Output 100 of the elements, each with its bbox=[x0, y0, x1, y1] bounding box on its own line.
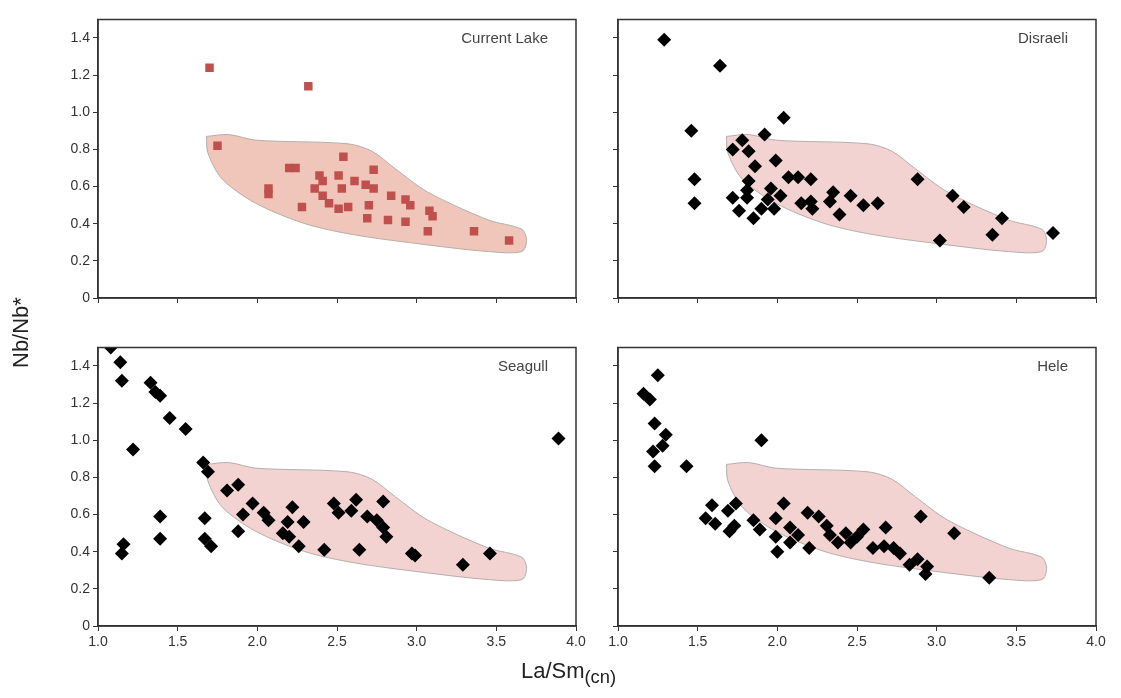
point bbox=[913, 509, 928, 524]
point bbox=[282, 529, 297, 544]
point bbox=[657, 32, 672, 47]
point bbox=[843, 188, 858, 203]
point bbox=[752, 522, 767, 537]
point bbox=[768, 529, 783, 544]
point bbox=[337, 184, 347, 193]
point bbox=[113, 355, 128, 370]
point bbox=[114, 546, 129, 561]
point bbox=[334, 171, 343, 180]
point bbox=[811, 509, 826, 524]
point bbox=[318, 191, 327, 201]
point bbox=[728, 496, 743, 511]
x-axis-title: La/Sm$_{(cn)}$ bbox=[519, 658, 618, 689]
point bbox=[162, 410, 177, 425]
point bbox=[360, 509, 375, 524]
point bbox=[482, 546, 497, 561]
point bbox=[369, 513, 384, 528]
text: Disraeli bbox=[1017, 29, 1068, 47]
point bbox=[235, 507, 250, 522]
text: Hele bbox=[1037, 357, 1068, 375]
point bbox=[204, 539, 219, 554]
point bbox=[196, 455, 211, 470]
x-tick-label: 2.0 bbox=[247, 633, 268, 650]
point bbox=[650, 368, 665, 383]
point bbox=[783, 535, 798, 550]
point bbox=[870, 196, 885, 211]
point bbox=[794, 196, 809, 211]
point bbox=[932, 233, 947, 248]
point bbox=[768, 153, 783, 168]
point bbox=[213, 141, 222, 150]
x-tick-label: 1.5 bbox=[167, 633, 188, 650]
point bbox=[687, 196, 702, 211]
point bbox=[350, 176, 359, 186]
point bbox=[754, 433, 769, 448]
x-tick-label: 3.5 bbox=[486, 633, 507, 650]
point bbox=[197, 531, 212, 546]
point bbox=[324, 199, 334, 208]
point bbox=[647, 416, 662, 431]
point bbox=[304, 82, 313, 91]
point bbox=[178, 422, 193, 437]
x-tick-label: 4.0 bbox=[566, 633, 586, 650]
y-tick-label: 1.2 bbox=[70, 393, 91, 410]
x-tick-label: 2.5 bbox=[847, 633, 867, 650]
y-tick-label: 0.4 bbox=[70, 542, 91, 559]
point bbox=[832, 207, 847, 222]
y-tick-label: 1.4 bbox=[70, 28, 91, 45]
point bbox=[838, 526, 853, 541]
point bbox=[822, 527, 837, 542]
point bbox=[291, 539, 306, 554]
point bbox=[153, 509, 168, 524]
point bbox=[802, 540, 817, 555]
point bbox=[902, 557, 917, 572]
point bbox=[339, 152, 348, 162]
point bbox=[318, 176, 327, 186]
y-tick-label: 0 bbox=[82, 288, 91, 305]
point bbox=[746, 211, 761, 226]
y-tick-label: 0.6 bbox=[70, 177, 91, 194]
x-tick-label: 3.0 bbox=[926, 633, 947, 650]
point bbox=[197, 511, 212, 526]
point bbox=[720, 503, 735, 518]
point bbox=[741, 173, 756, 188]
x-tick-label: 3.0 bbox=[406, 633, 427, 650]
point bbox=[352, 542, 367, 557]
point bbox=[143, 375, 158, 390]
y-tick-label: 1.2 bbox=[70, 65, 91, 82]
point bbox=[245, 496, 260, 511]
point bbox=[781, 170, 796, 185]
point bbox=[856, 198, 871, 213]
point bbox=[819, 518, 834, 533]
point bbox=[725, 190, 740, 205]
point bbox=[822, 194, 837, 209]
point bbox=[754, 201, 769, 216]
point bbox=[735, 133, 750, 148]
x-tick-label: 1.5 bbox=[687, 633, 708, 650]
point bbox=[369, 165, 378, 175]
point bbox=[220, 483, 235, 498]
point bbox=[231, 477, 246, 492]
point bbox=[770, 544, 785, 559]
y-tick-label: 0.4 bbox=[70, 214, 91, 231]
point bbox=[776, 110, 791, 125]
point bbox=[791, 170, 806, 185]
point bbox=[317, 542, 332, 557]
point bbox=[850, 529, 864, 544]
point bbox=[877, 539, 892, 554]
point bbox=[349, 492, 364, 507]
point bbox=[757, 127, 772, 142]
y-tick-label: 1.0 bbox=[70, 431, 91, 448]
point bbox=[504, 236, 514, 245]
point bbox=[344, 503, 359, 518]
point bbox=[741, 144, 756, 159]
point bbox=[679, 459, 694, 474]
point bbox=[153, 388, 168, 403]
point bbox=[376, 494, 391, 509]
point bbox=[826, 185, 841, 200]
point bbox=[551, 431, 566, 446]
point bbox=[647, 459, 662, 474]
point bbox=[725, 142, 740, 157]
point bbox=[994, 211, 1009, 226]
point bbox=[334, 204, 343, 214]
